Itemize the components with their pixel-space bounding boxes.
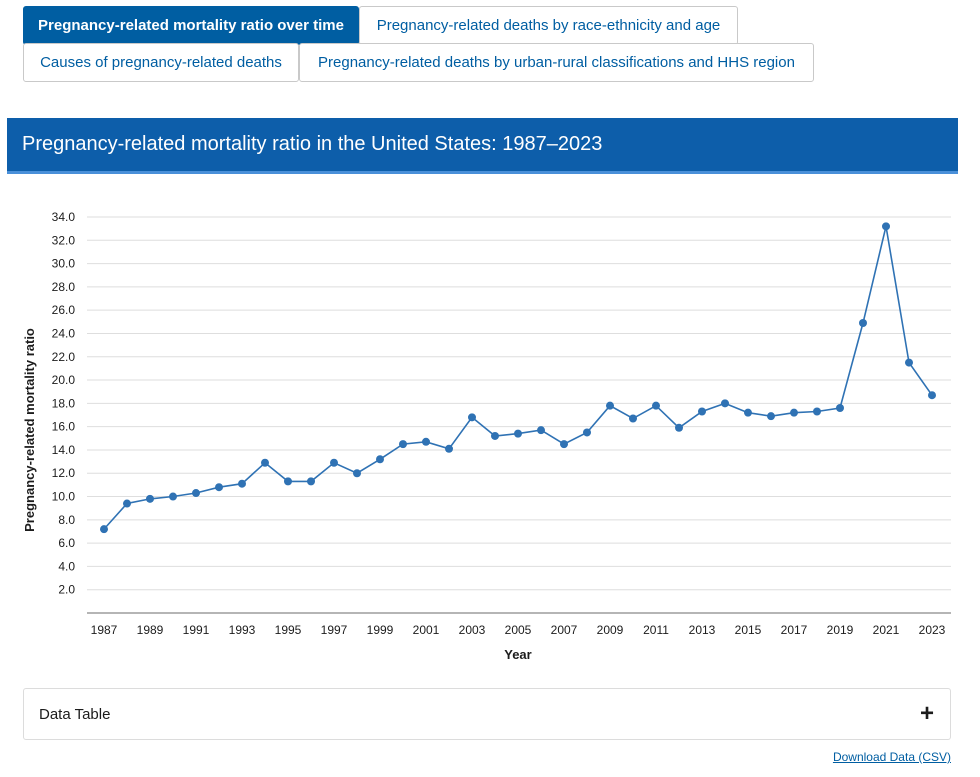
data-point — [675, 423, 683, 432]
y-tick-label: 24.0 — [52, 326, 76, 340]
chart-banner-title: Pregnancy-related mortality ratio in the… — [22, 133, 603, 155]
plus-icon: + — [919, 700, 934, 727]
y-tick-label: 12.0 — [52, 466, 76, 480]
data-point — [238, 479, 246, 488]
data-point — [123, 499, 131, 508]
data-point — [307, 477, 315, 486]
data-point — [445, 444, 453, 453]
data-point — [146, 494, 154, 503]
data-point — [376, 455, 384, 464]
chart-banner: Pregnancy-related mortality ratio in the… — [7, 118, 958, 174]
data-point — [422, 437, 430, 446]
line-chart: 2.0 4.0 6.0 8.0 10.0 12.0 14.0 16.0 18.0 20.0 22.0… — [22, 210, 951, 662]
data-point — [767, 412, 775, 421]
data-point — [330, 458, 338, 467]
y-tick-label: 8.0 — [58, 513, 75, 527]
data-point — [514, 429, 522, 438]
x-tick-label: 1987 — [91, 623, 118, 637]
data-point — [100, 525, 108, 534]
y-tick-label: 4.0 — [58, 559, 75, 573]
y-tick-label: 20.0 — [52, 373, 76, 387]
data-point — [629, 414, 637, 423]
data-point — [813, 407, 821, 416]
grid-lines — [87, 216, 951, 591]
data-point — [261, 458, 269, 467]
y-axis-title: Pregnancy-related mortality ratio — [22, 328, 37, 532]
y-tick-label: 10.0 — [52, 490, 76, 504]
y-tick-label: 2.0 — [58, 583, 75, 597]
y-tick-label: 34.0 — [52, 210, 76, 224]
data-point — [744, 408, 752, 417]
y-tick-label: 14.0 — [52, 443, 76, 457]
y-tick-label: 22.0 — [52, 350, 76, 364]
data-point — [468, 413, 476, 422]
data-point — [836, 404, 844, 413]
tab-causes[interactable]: Causes of pregnancy-related deaths — [23, 43, 299, 82]
data-point — [859, 318, 867, 327]
data-point — [491, 431, 499, 440]
y-tick-label: 30.0 — [52, 257, 76, 271]
x-tick-label: 2007 — [551, 623, 578, 637]
x-tick-label: 2003 — [459, 623, 486, 637]
data-point — [583, 428, 591, 437]
data-point — [721, 399, 729, 408]
x-tick-label: 1997 — [321, 623, 348, 637]
x-tick-label: 2023 — [919, 623, 946, 637]
data-point — [882, 222, 890, 231]
data-table-accordion[interactable]: Data Table + — [23, 688, 951, 740]
x-tick-label: 1989 — [137, 623, 164, 637]
series-points — [100, 222, 936, 534]
data-point — [537, 426, 545, 435]
data-point — [905, 358, 913, 367]
x-tick-label: 2013 — [689, 623, 716, 637]
x-tick-label: 2005 — [505, 623, 532, 637]
x-tick-label: 2019 — [827, 623, 854, 637]
tab-urban-rural-hhs[interactable]: Pregnancy-related deaths by urban-rural … — [299, 43, 814, 82]
data-point — [928, 391, 936, 400]
x-tick-label: 2011 — [643, 623, 669, 637]
y-tick-label: 26.0 — [52, 303, 76, 317]
data-point — [560, 440, 568, 449]
data-point — [698, 407, 706, 416]
x-tick-label: 2009 — [597, 623, 624, 637]
x-tick-label: 2001 — [413, 623, 440, 637]
data-point — [652, 401, 660, 410]
data-point — [606, 401, 614, 410]
x-tick-label: 1995 — [275, 623, 302, 637]
y-tick-label: 18.0 — [52, 396, 76, 410]
x-tick-label: 2021 — [873, 623, 900, 637]
data-point — [353, 469, 361, 478]
tick-labels: 2.0 4.0 6.0 8.0 10.0 12.0 14.0 16.0 18.0 20.0 22.0… — [22, 210, 946, 662]
series-line — [103, 226, 933, 530]
tab-race-ethnicity-age[interactable]: Pregnancy-related deaths by race-ethnici… — [359, 6, 738, 45]
data-point — [192, 489, 200, 498]
data-table-label: Data Table — [39, 705, 111, 723]
x-tick-label: 2015 — [735, 623, 762, 637]
y-tick-label: 28.0 — [52, 280, 76, 294]
data-point — [284, 477, 292, 486]
data-point — [399, 440, 407, 449]
data-point — [215, 483, 223, 492]
y-tick-label: 32.0 — [52, 233, 76, 247]
data-point — [169, 492, 177, 501]
series-line-layer — [103, 226, 933, 530]
y-tick-label: 6.0 — [58, 536, 75, 550]
data-point — [790, 408, 798, 417]
x-tick-label: 2017 — [781, 623, 808, 637]
y-tick-label: 16.0 — [52, 420, 76, 434]
download-csv-link[interactable]: Download Data (CSV) — [832, 750, 951, 764]
tab-over-time[interactable]: Pregnancy-related mortality ratio over t… — [23, 6, 359, 45]
x-tick-label: 1993 — [229, 623, 256, 637]
x-axis-title: Year — [504, 647, 531, 662]
x-tick-label: 1991 — [183, 623, 210, 637]
x-tick-label: 1999 — [367, 623, 394, 637]
